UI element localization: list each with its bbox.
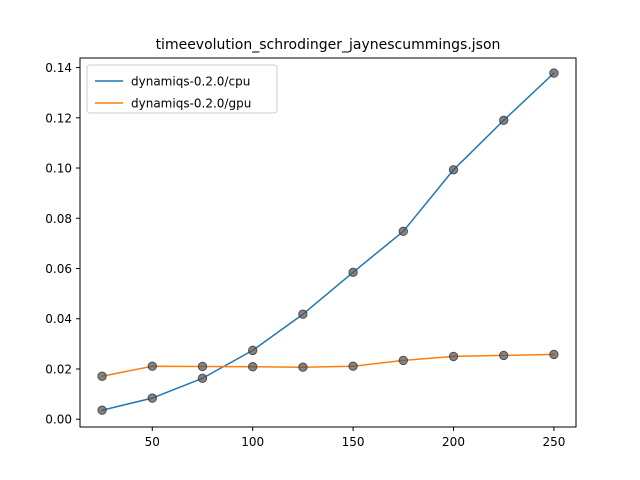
data-point (298, 362, 308, 372)
y-tick-label: 0.06 (45, 262, 72, 276)
data-point (448, 165, 459, 175)
data-point (549, 349, 559, 360)
x-tick-label: 200 (442, 435, 465, 449)
y-tick-label: 0.12 (45, 111, 72, 125)
legend-box (86, 64, 278, 114)
series-line-1 (101, 353, 555, 378)
data-point (348, 361, 358, 371)
series-lines (101, 72, 555, 412)
data-point (398, 355, 409, 366)
series-line-0 (101, 72, 555, 412)
data-point (247, 362, 258, 372)
data-point (147, 361, 157, 371)
y-tick-label: 0.02 (45, 362, 72, 376)
x-tick-label: 150 (342, 435, 365, 449)
x-axis: 50 100 150 200 250 (145, 427, 565, 449)
data-point (147, 393, 157, 403)
data-point (448, 351, 459, 362)
y-tick-label: 0.14 (45, 61, 72, 75)
data-point (499, 115, 509, 125)
series-points (97, 68, 559, 415)
legend: dynamiqs-0.2.0/cpu dynamiqs-0.2.0/gpu (86, 64, 278, 114)
data-point (549, 68, 559, 78)
chart-title: timeevolution_schrodinger_jaynescummings… (156, 37, 501, 53)
y-tick-label: 0.00 (45, 413, 72, 427)
x-tick-label: 250 (542, 435, 565, 449)
y-tick-label: 0.04 (45, 312, 72, 326)
data-point (298, 309, 308, 319)
y-tick-label: 0.08 (45, 212, 72, 226)
data-point (398, 226, 409, 237)
y-axis: 0.00 0.02 0.04 0.06 0.08 0.10 0.12 0.14 (45, 61, 80, 427)
data-point (247, 345, 258, 356)
data-point (197, 361, 208, 372)
data-point (197, 373, 208, 383)
x-tick-label: 50 (145, 435, 160, 449)
y-tick-label: 0.10 (45, 162, 72, 176)
data-point (97, 371, 107, 381)
legend-label: dynamiqs-0.2.0/cpu (131, 75, 250, 89)
data-point (499, 350, 509, 361)
plot-area: 50 100 150 200 250 0.000.020.040.060.080.100… (45, 57, 577, 449)
legend-label: dynamiqs-0.2.0/gpu (131, 97, 251, 111)
x-tick-label: 100 (241, 435, 264, 449)
data-point (97, 405, 107, 415)
plot-frame (79, 57, 577, 428)
data-point (348, 267, 358, 277)
